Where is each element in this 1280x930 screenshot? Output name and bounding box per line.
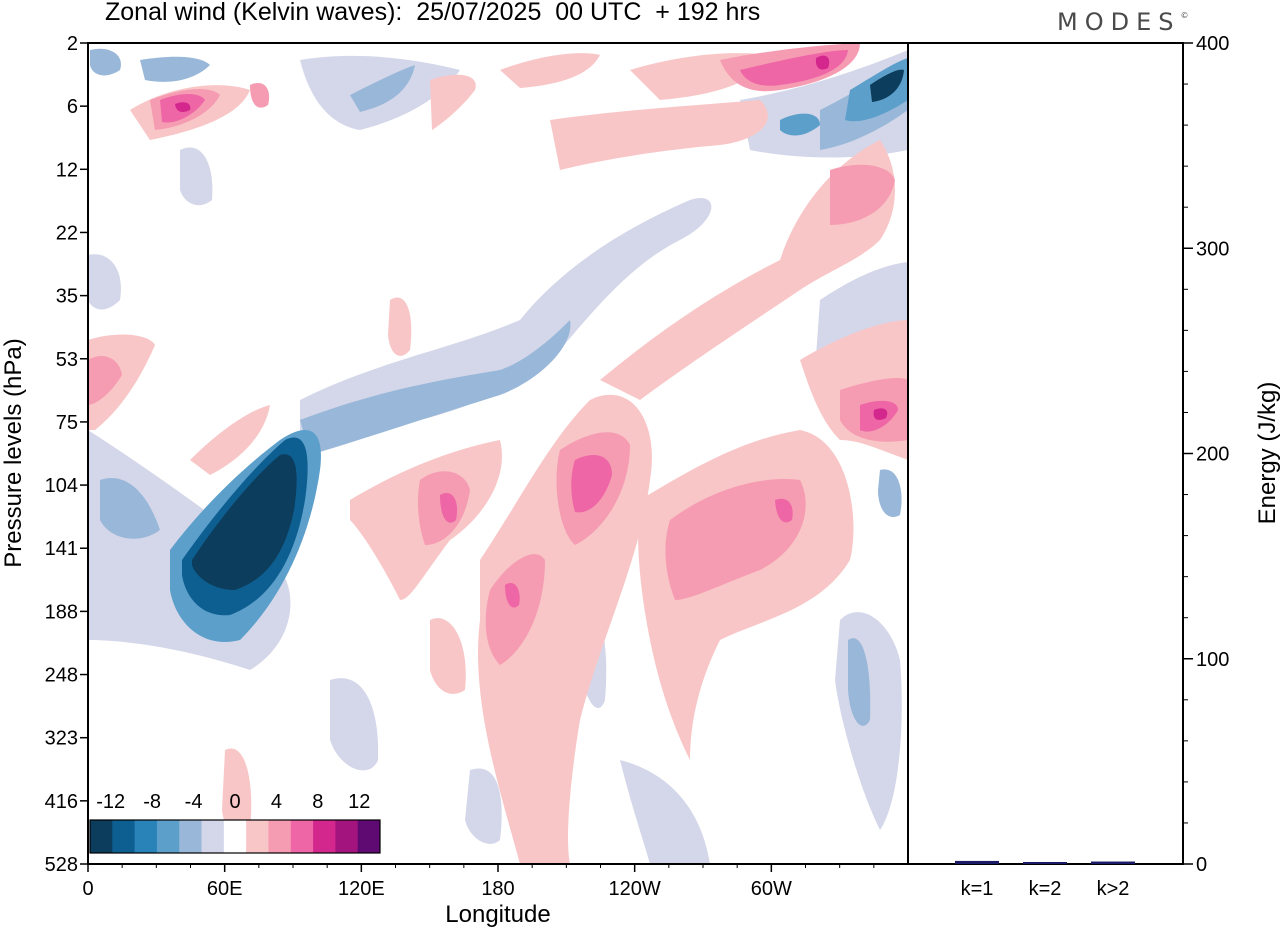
colorbar-swatch [112, 820, 136, 853]
wavenumber-label: k=1 [961, 878, 994, 900]
energy-tick-label: 0 [1196, 854, 1207, 876]
colorbar-label: -8 [143, 791, 161, 813]
colorbar-swatch [357, 820, 381, 853]
y-tick-label: 75 [56, 412, 78, 434]
colorbar-label: 0 [229, 791, 240, 813]
energy-bar [1023, 862, 1067, 864]
copyright-mark: © [1180, 11, 1189, 20]
y-tick-label: 141 [45, 538, 78, 560]
pressure-axis: 2 6 12 22 35 53 75 104 141 188 248 323 416 528 [45, 33, 88, 876]
y-tick-label: 2 [67, 33, 78, 55]
y-axis-title: Pressure levels (hPa) [0, 338, 27, 567]
y-tick-label: 53 [56, 349, 78, 371]
y-tick-label: 35 [56, 286, 78, 308]
colorbar-swatch [268, 820, 292, 853]
y-tick-label: 416 [45, 791, 78, 813]
energy-tick-label: 100 [1196, 649, 1229, 671]
y-tick-label: 22 [56, 222, 78, 244]
x-tick-label: 180 [481, 878, 514, 900]
colorbar-swatch [90, 820, 113, 853]
y-tick-label: 323 [45, 728, 78, 750]
energy-tick-label: 200 [1196, 444, 1229, 466]
energy-bars [955, 860, 1135, 864]
y-tick-label: 6 [67, 96, 78, 118]
chart-title: Zonal wind (Kelvin waves): 25/07/2025 00… [105, 0, 761, 26]
colorbar-swatch [335, 820, 359, 853]
colorbar-swatch [290, 820, 314, 853]
core-easterly-regions [182, 69, 904, 616]
colorbar-frame [89, 819, 381, 854]
energy-bar [955, 860, 999, 864]
bar-panel-frame [907, 42, 1184, 865]
wavenumber-label: k=2 [1029, 878, 1062, 900]
wavenumber-label: k>2 [1097, 878, 1130, 900]
logo-text: MODES [1057, 8, 1181, 36]
colorbar-label: -4 [185, 791, 203, 813]
longitude-axis: 0 60E 120E 180 120W 60W [82, 864, 875, 900]
colorbar-swatch [246, 820, 269, 853]
modes-logo: MODES© [1057, 8, 1188, 36]
wavenumber-axis: k=1 k=2 k>2 [961, 878, 1130, 900]
colorbar-swatch [156, 820, 180, 853]
colorbar-label: 4 [271, 791, 282, 813]
y-tick-label: 12 [56, 159, 78, 181]
wind-field [88, 43, 908, 864]
colorbar: -12 -8 -4 0 4 8 12 [89, 791, 381, 854]
x-tick-label: 120E [338, 878, 385, 900]
y-tick-label: 248 [45, 665, 78, 687]
y-tick-label: 528 [45, 854, 78, 876]
x-tick-label: 60W [751, 878, 792, 900]
x-axis-title: Longitude [445, 901, 550, 928]
energy-tick-label: 300 [1196, 238, 1229, 260]
colorbar-swatch [134, 820, 158, 853]
x-tick-label: 120W [609, 878, 661, 900]
energy-tick-label: 400 [1196, 33, 1229, 55]
peak-westerly-regions [175, 55, 888, 420]
colorbar-swatch [223, 820, 247, 853]
y-tick-label: 104 [45, 475, 78, 497]
x-tick-label: 0 [82, 878, 93, 900]
colorbar-label: 12 [348, 791, 370, 813]
colorbar-label: 8 [312, 791, 323, 813]
energy-bar [1091, 861, 1135, 864]
colorbar-swatch [201, 820, 225, 853]
x-tick-label: 60E [207, 878, 243, 900]
energy-bar-panel: k=1 k=2 k>2 0 100 200 300 400 Energy (J/kg) [907, 33, 1280, 900]
colorbar-swatch [313, 820, 336, 853]
colorbar-label: -12 [96, 791, 125, 813]
colorbar-swatch [179, 820, 203, 853]
energy-axis: 0 100 200 300 400 [1183, 33, 1229, 876]
y-tick-label: 188 [45, 601, 78, 623]
energy-axis-title: Energy (J/kg) [1254, 382, 1280, 525]
